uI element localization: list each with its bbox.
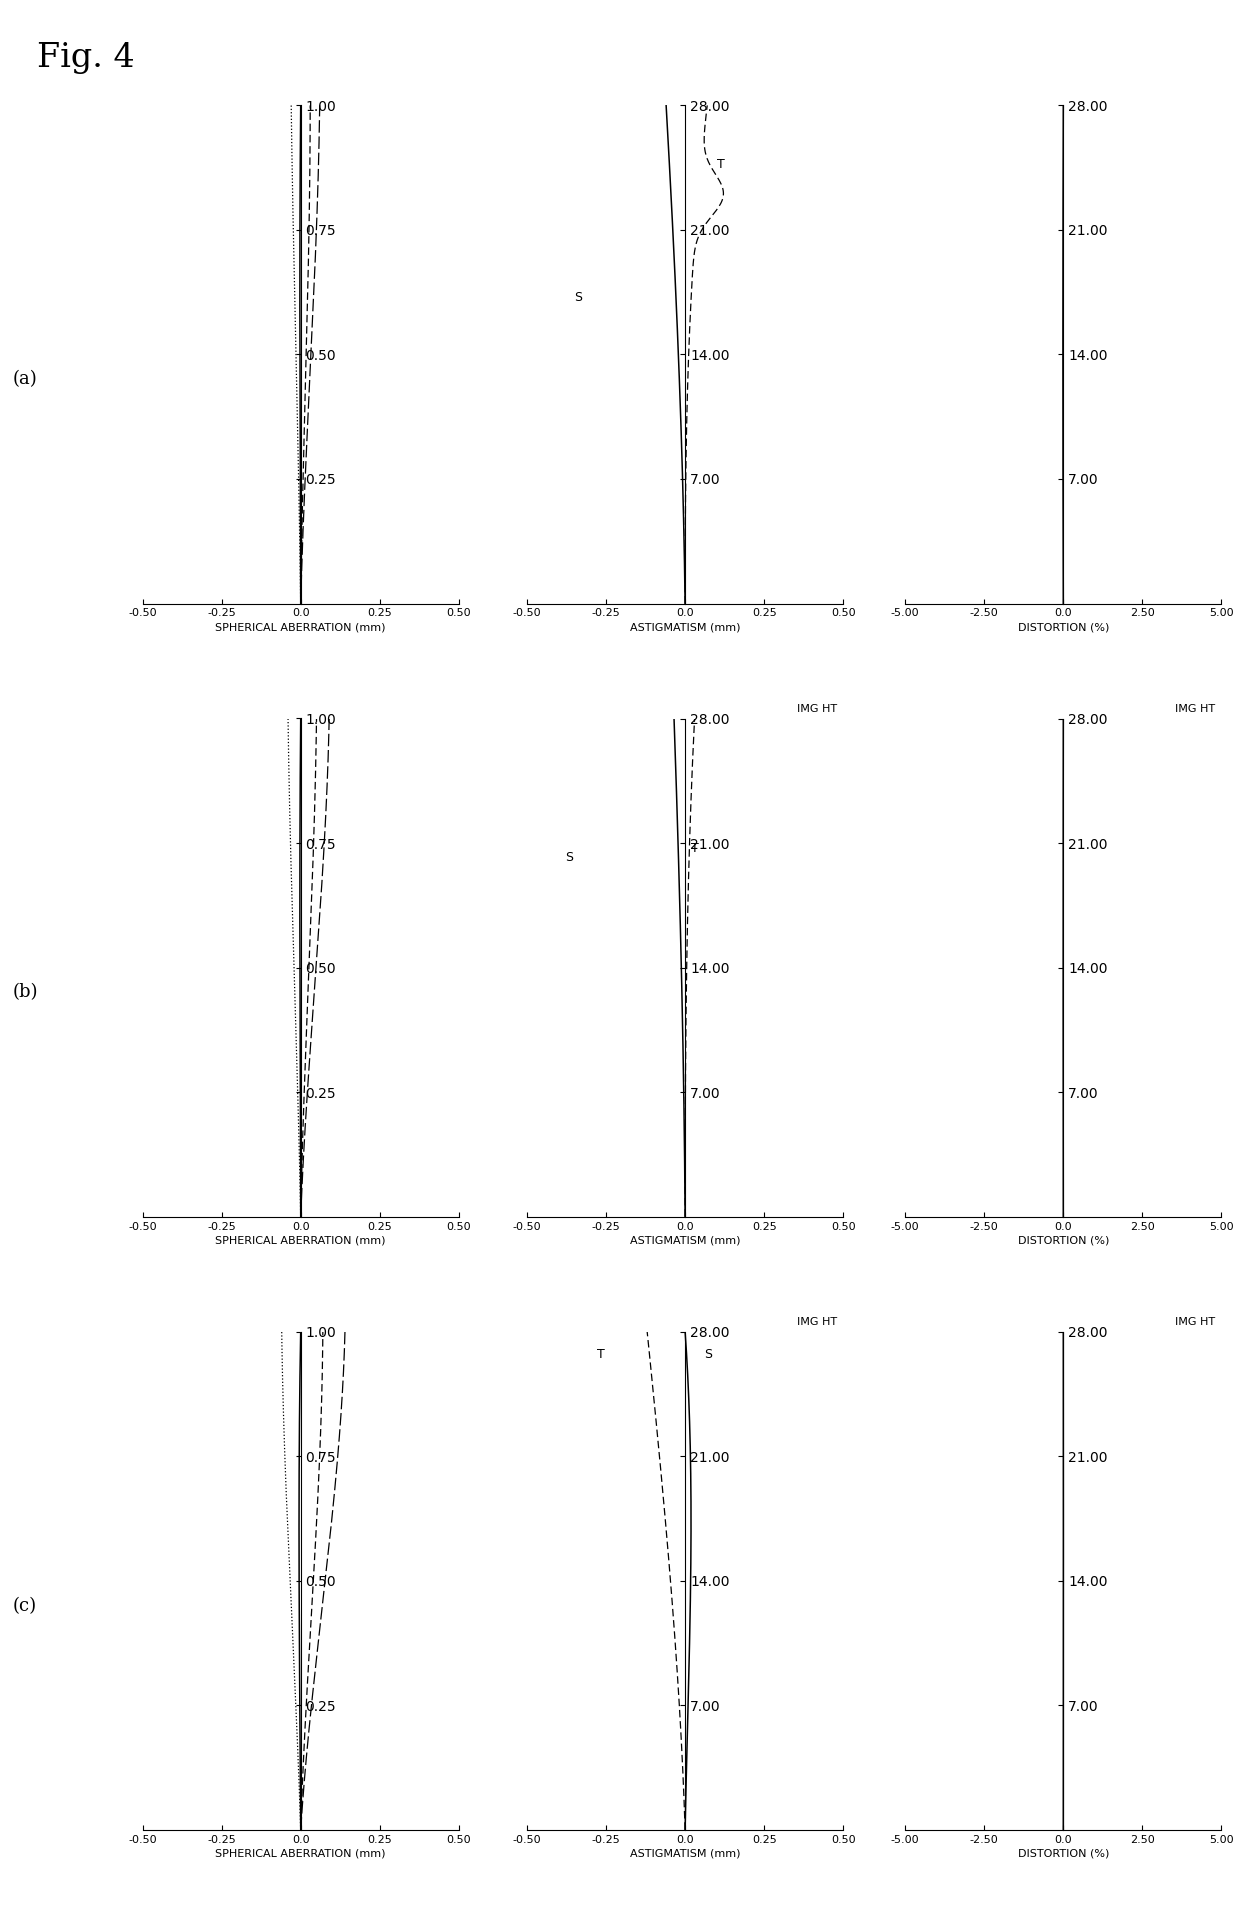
X-axis label: SPHERICAL ABERRATION (mm): SPHERICAL ABERRATION (mm) bbox=[216, 1849, 386, 1859]
Text: S: S bbox=[565, 851, 573, 864]
Text: (c): (c) bbox=[12, 1596, 36, 1615]
Text: T: T bbox=[596, 1349, 604, 1360]
Text: IMG HT: IMG HT bbox=[1176, 703, 1215, 713]
X-axis label: ASTIGMATISM (mm): ASTIGMATISM (mm) bbox=[630, 1236, 740, 1245]
Text: (b): (b) bbox=[12, 983, 38, 1002]
Text: IMG HT: IMG HT bbox=[797, 1316, 837, 1326]
X-axis label: SPHERICAL ABERRATION (mm): SPHERICAL ABERRATION (mm) bbox=[216, 623, 386, 632]
Text: T: T bbox=[717, 157, 724, 171]
X-axis label: DISTORTION (%): DISTORTION (%) bbox=[1018, 1849, 1109, 1859]
Text: Fig. 4: Fig. 4 bbox=[37, 42, 135, 75]
Text: IMG HT: IMG HT bbox=[1176, 1316, 1215, 1326]
Text: S: S bbox=[704, 1349, 712, 1360]
Text: S: S bbox=[574, 291, 583, 305]
X-axis label: ASTIGMATISM (mm): ASTIGMATISM (mm) bbox=[630, 1849, 740, 1859]
Text: IMG HT: IMG HT bbox=[797, 703, 837, 713]
X-axis label: SPHERICAL ABERRATION (mm): SPHERICAL ABERRATION (mm) bbox=[216, 1236, 386, 1245]
X-axis label: DISTORTION (%): DISTORTION (%) bbox=[1018, 623, 1109, 632]
Text: (a): (a) bbox=[12, 370, 37, 389]
Text: T: T bbox=[692, 841, 699, 855]
X-axis label: DISTORTION (%): DISTORTION (%) bbox=[1018, 1236, 1109, 1245]
X-axis label: ASTIGMATISM (mm): ASTIGMATISM (mm) bbox=[630, 623, 740, 632]
